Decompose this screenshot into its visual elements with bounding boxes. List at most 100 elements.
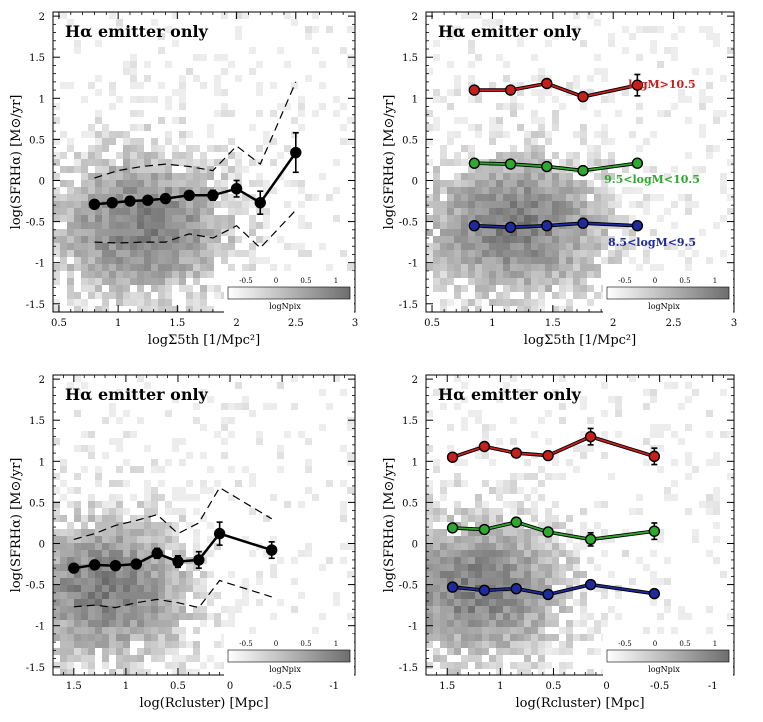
chart-panel-1: 0.5 1 1.5 2 2.5 3 -1.5 -1 -0.5 0 0.5 1 1.5 2 Hα emitte…	[9, 11, 358, 348]
plot-frame	[52, 11, 356, 313]
data-point	[577, 164, 589, 177]
series-1: logM>10.5	[468, 73, 696, 103]
data-point	[631, 219, 644, 232]
data-point	[631, 79, 644, 91]
panel-title: Hα emitter only	[65, 22, 209, 41]
colorbar-label: logNpix	[269, 665, 301, 674]
plot-frame	[52, 374, 356, 676]
x-tick-label: 0	[603, 681, 609, 692]
series-2: 9.5<logM<10.5	[468, 157, 700, 186]
data-point	[510, 516, 522, 528]
colorbar-tick-label: -0.5	[239, 277, 253, 285]
colorbar-tick-label: -0.5	[618, 640, 632, 648]
series-2	[73, 486, 273, 540]
colorbar-label: logNpix	[269, 302, 301, 311]
x-tick-label: -1	[708, 681, 718, 692]
data-point	[478, 440, 491, 453]
colorbar-label: logNpix	[648, 665, 680, 674]
data-point	[88, 559, 101, 571]
y-tick-label: 0	[39, 176, 45, 187]
y-tick-label: 1.5	[402, 416, 418, 427]
series-legend-label: logM>10.5	[628, 78, 695, 91]
x-axis-label: log(Rcluster) [Mpc]	[139, 696, 268, 711]
x-tick-label: 2.5	[288, 318, 304, 329]
colorbar-label: logNpix	[648, 302, 680, 311]
data-point	[207, 189, 219, 201]
data-point	[106, 196, 118, 209]
data-point	[446, 522, 459, 534]
dashed-percentile-line	[94, 81, 297, 179]
x-tick-label: 0.5	[170, 681, 186, 692]
data-point	[478, 523, 491, 536]
data-point	[541, 219, 553, 232]
dashed-percentile-line	[94, 209, 297, 249]
y-tick-label: 2	[412, 375, 418, 386]
data-point	[183, 189, 195, 201]
colorbar: -0.5 0 0.5 1 logNpix	[603, 634, 733, 676]
dashed-percentile-line	[73, 486, 273, 540]
x-tick-label: 3	[731, 318, 737, 329]
colorbar-tick-label: 0	[653, 640, 657, 648]
x-tick-label: 1	[123, 681, 129, 692]
colorbar-tick-label: 1	[713, 277, 717, 285]
data-point	[130, 558, 143, 570]
x-tick-label: 1	[489, 318, 495, 329]
y-tick-label: -1.5	[26, 663, 45, 674]
chart-panel-2: 0.5 1 1.5 2 2.5 3 -1.5 -1 -0.5 0 0.5 1 1.5 2 Hα emitte…	[382, 11, 737, 348]
x-tick-label: 1.5	[545, 318, 561, 329]
y-tick-label: -1	[35, 622, 45, 633]
data-point	[648, 450, 661, 463]
colorbar-tick-label: -0.5	[618, 277, 632, 285]
data-point	[213, 527, 226, 540]
y-tick-label: -0.5	[399, 581, 418, 592]
x-tick-label: 1	[497, 681, 503, 692]
plot-frame	[425, 11, 735, 313]
series-3	[446, 578, 661, 601]
x-tick-label: 2.5	[666, 318, 682, 329]
data-point	[542, 449, 554, 462]
data-point	[504, 84, 517, 96]
colorbar-tick-label: -0.5	[239, 640, 253, 648]
data-point	[584, 430, 597, 443]
x-tick-label: 0.5	[51, 318, 67, 329]
density-histogram	[426, 375, 734, 675]
data-point	[468, 219, 481, 232]
colorbar: -0.5 0 0.5 1 logNpix	[224, 634, 354, 676]
data-point	[504, 158, 517, 170]
density-histogram	[53, 12, 355, 312]
x-tick-label: 0.5	[545, 681, 561, 692]
y-tick-label: 1	[412, 457, 418, 468]
x-tick-label: 1.5	[169, 318, 185, 329]
x-tick-label: 2	[610, 318, 616, 329]
chart-panel-3: 1.5 1 0.5 0 -0.5 -1 -1.5 -1 -0.5 0 0.5 1 1.5 2 Hα emit…	[9, 374, 356, 711]
colorbar-gradient	[227, 649, 351, 663]
data-point	[109, 559, 122, 572]
colorbar: -0.5 0 0.5 1 logNpix	[224, 271, 354, 313]
chart-panel-4: 1.5 1 0.5 0 -0.5 -1 -1.5 -1 -0.5 0 0.5 1 1.5 2 Hα emit…	[382, 374, 735, 711]
dashed-percentile-line	[73, 579, 272, 609]
plot-frame	[425, 374, 735, 676]
data-point	[68, 562, 80, 574]
data-point	[159, 192, 172, 205]
series-legend-label: 9.5<logM<10.5	[604, 173, 700, 186]
series-1	[88, 132, 302, 215]
series-1	[446, 427, 661, 466]
x-tick-label: 1.5	[66, 681, 82, 692]
x-tick-label: -0.5	[650, 681, 669, 692]
y-tick-label: 2	[39, 12, 45, 23]
y-tick-label: 1	[39, 457, 45, 468]
colorbar-tick-label: 0	[653, 277, 657, 285]
colorbar-tick-label: 0	[274, 277, 278, 285]
y-tick-label: 1.5	[402, 53, 418, 64]
panel-title: Hα emitter only	[438, 22, 582, 41]
y-tick-label: 0	[412, 539, 418, 550]
y-tick-label: 0.5	[29, 498, 45, 509]
data-point	[577, 217, 589, 229]
y-tick-label: 0.5	[29, 135, 45, 146]
median-line	[94, 151, 297, 206]
y-tick-label: 1.5	[29, 416, 45, 427]
y-axis-label: log(SFRHα) [M⊙/yr]	[9, 458, 24, 593]
x-tick-label: 0	[227, 681, 233, 692]
x-tick-label: 1	[115, 318, 121, 329]
data-point	[510, 447, 522, 459]
